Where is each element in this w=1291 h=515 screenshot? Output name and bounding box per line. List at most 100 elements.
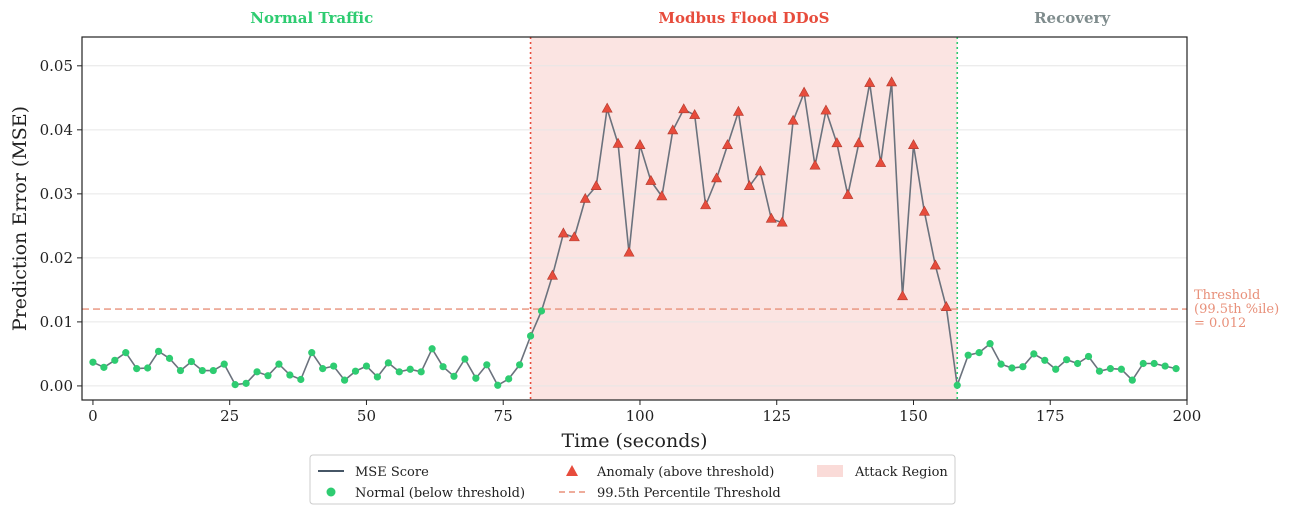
anomaly-point (732, 105, 744, 116)
anomaly-point (634, 139, 646, 149)
normal-point (1030, 350, 1038, 358)
anomaly-point (886, 76, 898, 87)
normal-point (220, 360, 228, 368)
anomaly-point (743, 180, 755, 190)
normal-point (1063, 356, 1071, 364)
y-tick-label: 0.01 (40, 313, 73, 331)
normal-point (428, 345, 436, 353)
anomaly-point (623, 246, 635, 257)
normal-point (1161, 362, 1169, 370)
legend-threshold-label: 99.5th Percentile Threshold (597, 486, 781, 501)
anomaly-point (612, 137, 624, 148)
anomaly-point (645, 174, 657, 185)
normal-point (975, 349, 983, 357)
attack-region (530, 37, 958, 400)
anomaly-point (546, 269, 558, 280)
region-label-recovery: Recovery (1034, 9, 1111, 27)
normal-point (275, 360, 283, 368)
anomaly-point (590, 180, 602, 190)
x-axis-label: Time (seconds) (561, 430, 707, 452)
normal-point (537, 307, 546, 315)
anomaly-point (689, 108, 701, 119)
normal-point (264, 372, 272, 380)
anomaly-point (809, 159, 821, 170)
normal-point (1084, 352, 1093, 361)
normal-point (100, 363, 108, 371)
normal-point (516, 361, 524, 369)
anomaly-point (918, 205, 930, 216)
x-axis-ticks: 0 25 50 75 100 125 150 175 200 (88, 400, 1201, 425)
normal-point (384, 359, 392, 367)
normal-point (308, 349, 316, 357)
normal-point (231, 381, 239, 389)
anomaly-point (754, 165, 766, 176)
normal-point (1117, 365, 1125, 373)
anomaly-point (853, 137, 865, 148)
legend-normal-label: Normal (below threshold) (355, 486, 525, 501)
normal-point (89, 358, 97, 366)
y-axis-label: Prediction Error (MSE) (9, 106, 31, 331)
normal-point (165, 354, 174, 362)
normal-point (330, 362, 338, 370)
plot-frame (81, 36, 1188, 401)
normal-point (209, 366, 217, 375)
y-tick-label: 0.02 (40, 249, 73, 267)
anomaly-point (929, 259, 941, 270)
anomaly-point (579, 192, 591, 203)
normal-point (1106, 365, 1115, 373)
normal-point (1019, 363, 1027, 371)
normal-point (198, 366, 206, 375)
anomaly-point (820, 104, 832, 115)
normal-point (395, 368, 403, 376)
y-gridlines (82, 65, 1187, 387)
data-markers (89, 76, 1180, 389)
y-tick-label: 0.00 (40, 377, 73, 395)
normal-point (111, 356, 119, 364)
threshold-label-line1: Threshold (1194, 288, 1260, 303)
anomaly-point (875, 157, 887, 167)
normal-point (373, 373, 381, 381)
normal-point (1150, 359, 1158, 368)
normal-point (133, 365, 141, 373)
x-tick-label: 100 (626, 407, 655, 425)
legend-normal-swatch (326, 487, 336, 497)
normal-point (461, 355, 469, 363)
anomaly-point (765, 212, 777, 223)
normal-point (319, 365, 327, 373)
anomaly-point (678, 103, 690, 114)
anomaly-point (601, 102, 613, 113)
normal-point (122, 349, 130, 357)
anomaly-point (721, 139, 734, 149)
normal-point (406, 365, 414, 373)
normal-point (1095, 367, 1104, 375)
normal-point (1172, 365, 1180, 373)
legend-anomaly-swatch (566, 465, 578, 476)
normal-point (439, 363, 447, 371)
anomaly-point (831, 137, 843, 148)
normal-point (286, 371, 294, 379)
anomaly-point (700, 199, 712, 210)
normal-point (483, 361, 491, 369)
normal-point (1139, 359, 1147, 368)
anomaly-point (656, 190, 668, 201)
legend-attack-label: Attack Region (854, 465, 948, 480)
x-tick-label: 50 (357, 407, 376, 425)
normal-point (253, 368, 261, 376)
threshold-label-line3: = 0.012 (1194, 316, 1246, 331)
x-tick-label: 75 (494, 407, 513, 425)
anomaly-point (907, 139, 919, 149)
legend-anomaly-label: Anomaly (above threshold) (596, 465, 774, 480)
normal-point (997, 360, 1005, 368)
anomaly-point (842, 189, 854, 199)
y-axis-ticks: 0.00 0.01 0.02 0.03 0.04 0.05 (40, 57, 82, 395)
x-tick-label: 200 (1173, 407, 1202, 425)
y-tick-label: 0.03 (40, 185, 73, 203)
normal-point (144, 364, 152, 372)
threshold-label-line2: (99.5th %ile) (1194, 302, 1279, 317)
normal-point (351, 367, 360, 375)
anomaly-point (667, 124, 679, 135)
anomaly-point (798, 86, 810, 97)
normal-point (505, 375, 513, 383)
normal-point (362, 362, 371, 370)
x-tick-label: 0 (88, 407, 98, 425)
